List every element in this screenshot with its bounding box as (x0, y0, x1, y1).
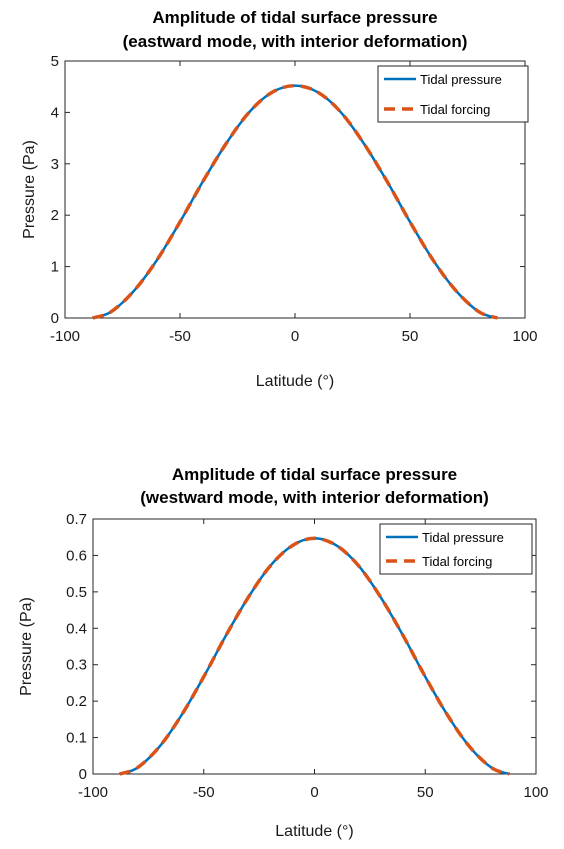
x-tick-label: -100 (78, 784, 108, 801)
y-tick-label: 5 (51, 53, 59, 70)
chart-1: Amplitude of tidal surface pressure (east… (21, 8, 538, 390)
y-tick-label: 0.1 (66, 730, 87, 747)
y-tick-label: 2 (51, 207, 59, 224)
x-axis-label: Latitude (°) (275, 823, 353, 840)
y-axis-label: Pressure (Pa) (18, 597, 35, 696)
legend-box (377, 65, 529, 123)
legend-label: Tidal pressure (422, 530, 504, 545)
y-tick-label: 0 (51, 310, 59, 327)
chart-2: Amplitude of tidal surface pressure (west… (18, 465, 549, 840)
y-tick-label: 4 (51, 104, 59, 121)
x-tick-label: -50 (169, 328, 191, 345)
y-tick-label: 0 (79, 766, 87, 783)
chart-title-line: Amplitude of tidal surface pressure (152, 8, 437, 27)
chart-title-line: (westward mode, with interior deformatio… (140, 488, 489, 507)
x-axis-label: Latitude (°) (256, 373, 334, 390)
series-line-tidal-forcing (92, 83, 498, 320)
x-tick-label: 0 (310, 784, 318, 801)
x-tick-label: 50 (417, 784, 434, 801)
chart-title-line: (eastward mode, with interior deformatio… (123, 32, 468, 51)
legend-label: Tidal pressure (420, 72, 502, 87)
chart-title-line: Amplitude of tidal surface pressure (172, 465, 457, 484)
y-tick-label: 0.5 (66, 584, 87, 601)
legend-box (379, 523, 533, 575)
y-tick-label: 0.3 (66, 657, 87, 674)
x-tick-label: 100 (512, 328, 537, 345)
y-tick-label: 0.2 (66, 693, 87, 710)
legend-label: Tidal forcing (420, 102, 490, 117)
x-tick-label: -100 (50, 328, 80, 345)
legend: Tidal pressure Tidal forcing (377, 65, 529, 123)
x-tick-label: 100 (523, 784, 548, 801)
x-tick-label: 50 (402, 328, 419, 345)
x-tick-label: 0 (291, 328, 299, 345)
y-tick-label: 0.6 (66, 547, 87, 564)
y-tick-label: 1 (51, 259, 59, 276)
y-axis-label: Pressure (Pa) (21, 140, 38, 239)
series-line-tidal-forcing (119, 536, 510, 776)
legend: Tidal pressure Tidal forcing (379, 523, 533, 575)
y-tick-label: 0.4 (66, 620, 87, 637)
y-tick-label: 0.7 (66, 511, 87, 528)
y-tick-label: 3 (51, 156, 59, 173)
x-tick-label: -50 (193, 784, 215, 801)
legend-label: Tidal forcing (422, 554, 492, 569)
